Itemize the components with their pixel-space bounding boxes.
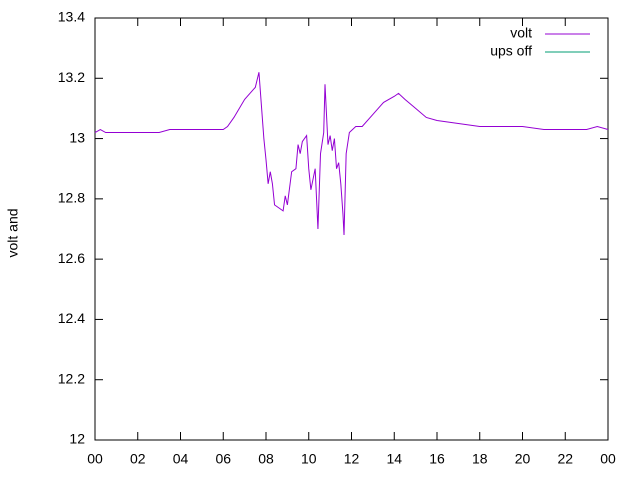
- x-tick-label: 12: [344, 451, 360, 467]
- y-tick-label: 12: [69, 431, 85, 447]
- y-tick-label: 12.8: [58, 190, 85, 206]
- x-tick-label: 04: [173, 451, 189, 467]
- x-tick-label: 10: [301, 451, 317, 467]
- x-tick-label: 16: [429, 451, 445, 467]
- y-tick-label: 12.2: [58, 370, 85, 386]
- plot-frame: [94, 17, 609, 441]
- x-tick-label: 18: [472, 451, 488, 467]
- series-line: [94, 72, 609, 236]
- y-tick-label: 13.4: [58, 9, 85, 25]
- x-tick-label: 20: [515, 451, 531, 467]
- x-tick-label: 02: [130, 451, 146, 467]
- y-tick-label: 12.6: [58, 250, 85, 266]
- legend-label: ups off: [490, 43, 532, 59]
- x-tick-label: 00: [87, 451, 103, 467]
- legend-label: volt: [510, 25, 532, 41]
- x-tick-label: 22: [557, 451, 573, 467]
- x-tick-label: 08: [258, 451, 274, 467]
- x-tick-label: 14: [386, 451, 402, 467]
- y-axis-label: volt and: [5, 208, 21, 257]
- y-tick-label: 12.4: [58, 310, 85, 326]
- y-tick-label: 13.2: [58, 69, 85, 85]
- x-tick-label: 06: [215, 451, 231, 467]
- y-tick-label: 13: [69, 129, 85, 145]
- x-tick-label: 00: [600, 451, 616, 467]
